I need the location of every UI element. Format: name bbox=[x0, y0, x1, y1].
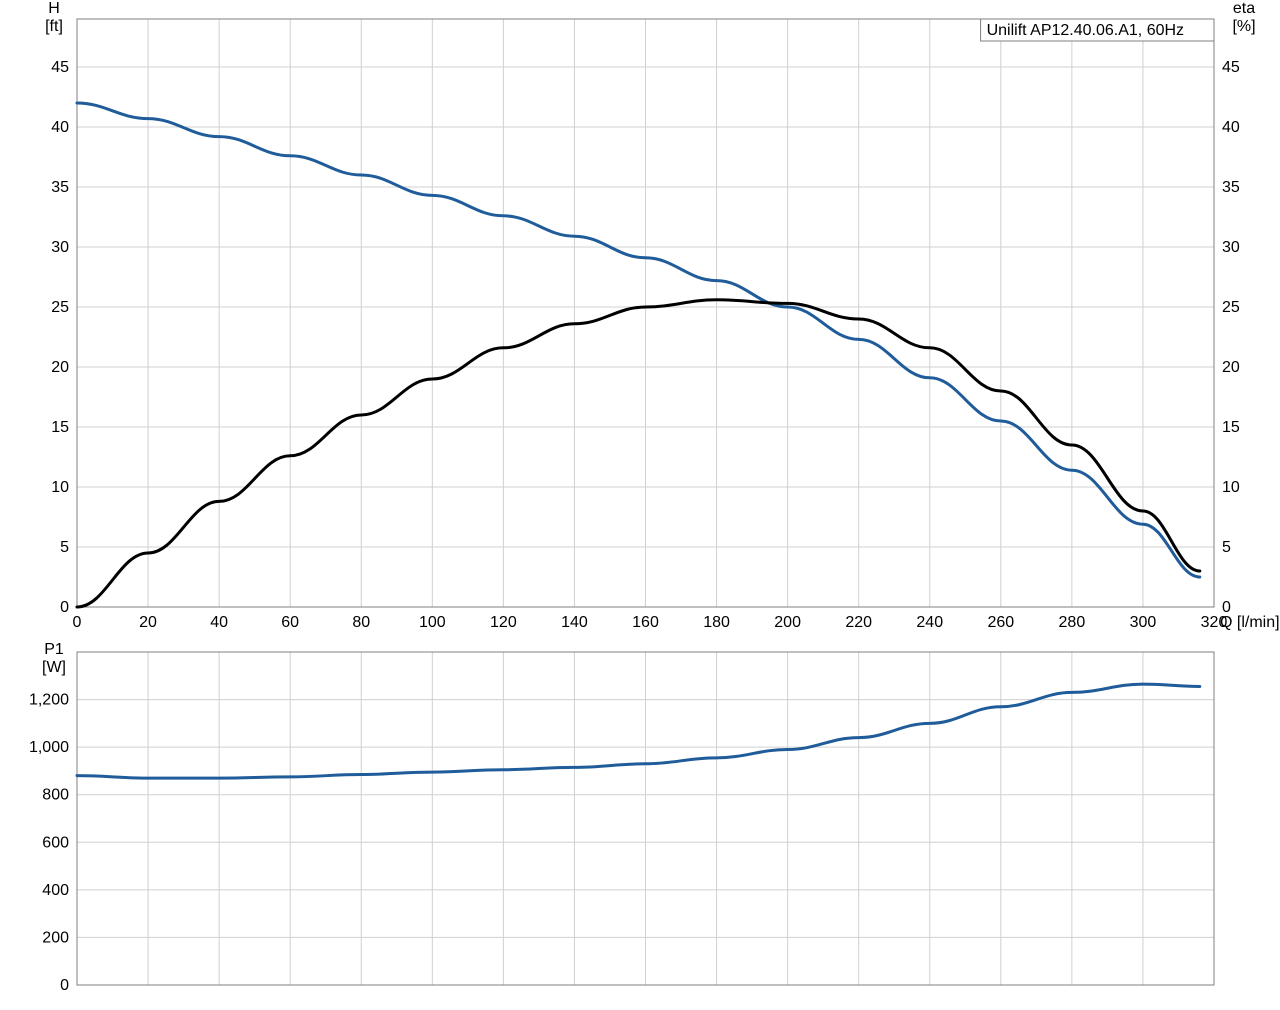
svg-text:45: 45 bbox=[51, 59, 69, 76]
svg-text:10: 10 bbox=[1222, 479, 1240, 496]
svg-text:30: 30 bbox=[1222, 239, 1240, 256]
svg-text:300: 300 bbox=[1130, 614, 1157, 631]
svg-text:0: 0 bbox=[60, 599, 69, 616]
svg-text:0: 0 bbox=[73, 614, 82, 631]
svg-text:280: 280 bbox=[1059, 614, 1086, 631]
svg-text:1,200: 1,200 bbox=[29, 692, 69, 709]
svg-text:120: 120 bbox=[490, 614, 517, 631]
svg-text:220: 220 bbox=[845, 614, 872, 631]
chart-title: Unilift AP12.40.06.A1, 60Hz bbox=[987, 22, 1184, 39]
svg-text:40: 40 bbox=[1222, 119, 1240, 136]
svg-text:1,000: 1,000 bbox=[29, 739, 69, 756]
pump-curve-chart: 0204060801001201401601802002202402602803… bbox=[0, 0, 1280, 1010]
svg-text:180: 180 bbox=[703, 614, 730, 631]
svg-text:[ft]: [ft] bbox=[45, 18, 63, 35]
svg-text:240: 240 bbox=[916, 614, 943, 631]
svg-text:25: 25 bbox=[51, 299, 69, 316]
svg-text:H: H bbox=[48, 0, 60, 17]
chart-svg: 0204060801001201401601802002202402602803… bbox=[0, 0, 1280, 1010]
svg-text:30: 30 bbox=[51, 239, 69, 256]
svg-text:200: 200 bbox=[42, 929, 69, 946]
svg-text:15: 15 bbox=[1222, 419, 1240, 436]
svg-text:40: 40 bbox=[51, 119, 69, 136]
svg-text:200: 200 bbox=[774, 614, 801, 631]
svg-text:35: 35 bbox=[1222, 179, 1240, 196]
svg-text:60: 60 bbox=[281, 614, 299, 631]
svg-text:[W]: [W] bbox=[42, 659, 66, 676]
svg-text:400: 400 bbox=[42, 882, 69, 899]
svg-text:20: 20 bbox=[139, 614, 157, 631]
svg-text:20: 20 bbox=[1222, 359, 1240, 376]
svg-text:Q [l/min]: Q [l/min] bbox=[1220, 614, 1280, 631]
svg-text:15: 15 bbox=[51, 419, 69, 436]
svg-text:5: 5 bbox=[1222, 539, 1231, 556]
series-efficiency_eta bbox=[77, 300, 1200, 607]
series-power_P1 bbox=[77, 684, 1200, 778]
svg-text:140: 140 bbox=[561, 614, 588, 631]
svg-text:P1: P1 bbox=[44, 641, 64, 658]
svg-text:5: 5 bbox=[60, 539, 69, 556]
svg-text:0: 0 bbox=[60, 977, 69, 994]
svg-text:25: 25 bbox=[1222, 299, 1240, 316]
svg-text:800: 800 bbox=[42, 787, 69, 804]
svg-text:160: 160 bbox=[632, 614, 659, 631]
svg-text:20: 20 bbox=[51, 359, 69, 376]
series-head_H bbox=[77, 103, 1200, 577]
bottom-chart-group: 0 200 400 600 800 1,000 1,200 P1[W] bbox=[29, 641, 1214, 994]
svg-text:100: 100 bbox=[419, 614, 446, 631]
svg-text:260: 260 bbox=[987, 614, 1014, 631]
svg-text:45: 45 bbox=[1222, 59, 1240, 76]
svg-text:600: 600 bbox=[42, 834, 69, 851]
svg-text:0: 0 bbox=[1222, 599, 1231, 616]
svg-text:40: 40 bbox=[210, 614, 228, 631]
svg-text:eta: eta bbox=[1233, 0, 1255, 17]
svg-text:80: 80 bbox=[352, 614, 370, 631]
svg-text:[%]: [%] bbox=[1232, 18, 1255, 35]
svg-text:10: 10 bbox=[51, 479, 69, 496]
svg-text:35: 35 bbox=[51, 179, 69, 196]
top-chart-group: 0204060801001201401601802002202402602803… bbox=[45, 0, 1279, 631]
